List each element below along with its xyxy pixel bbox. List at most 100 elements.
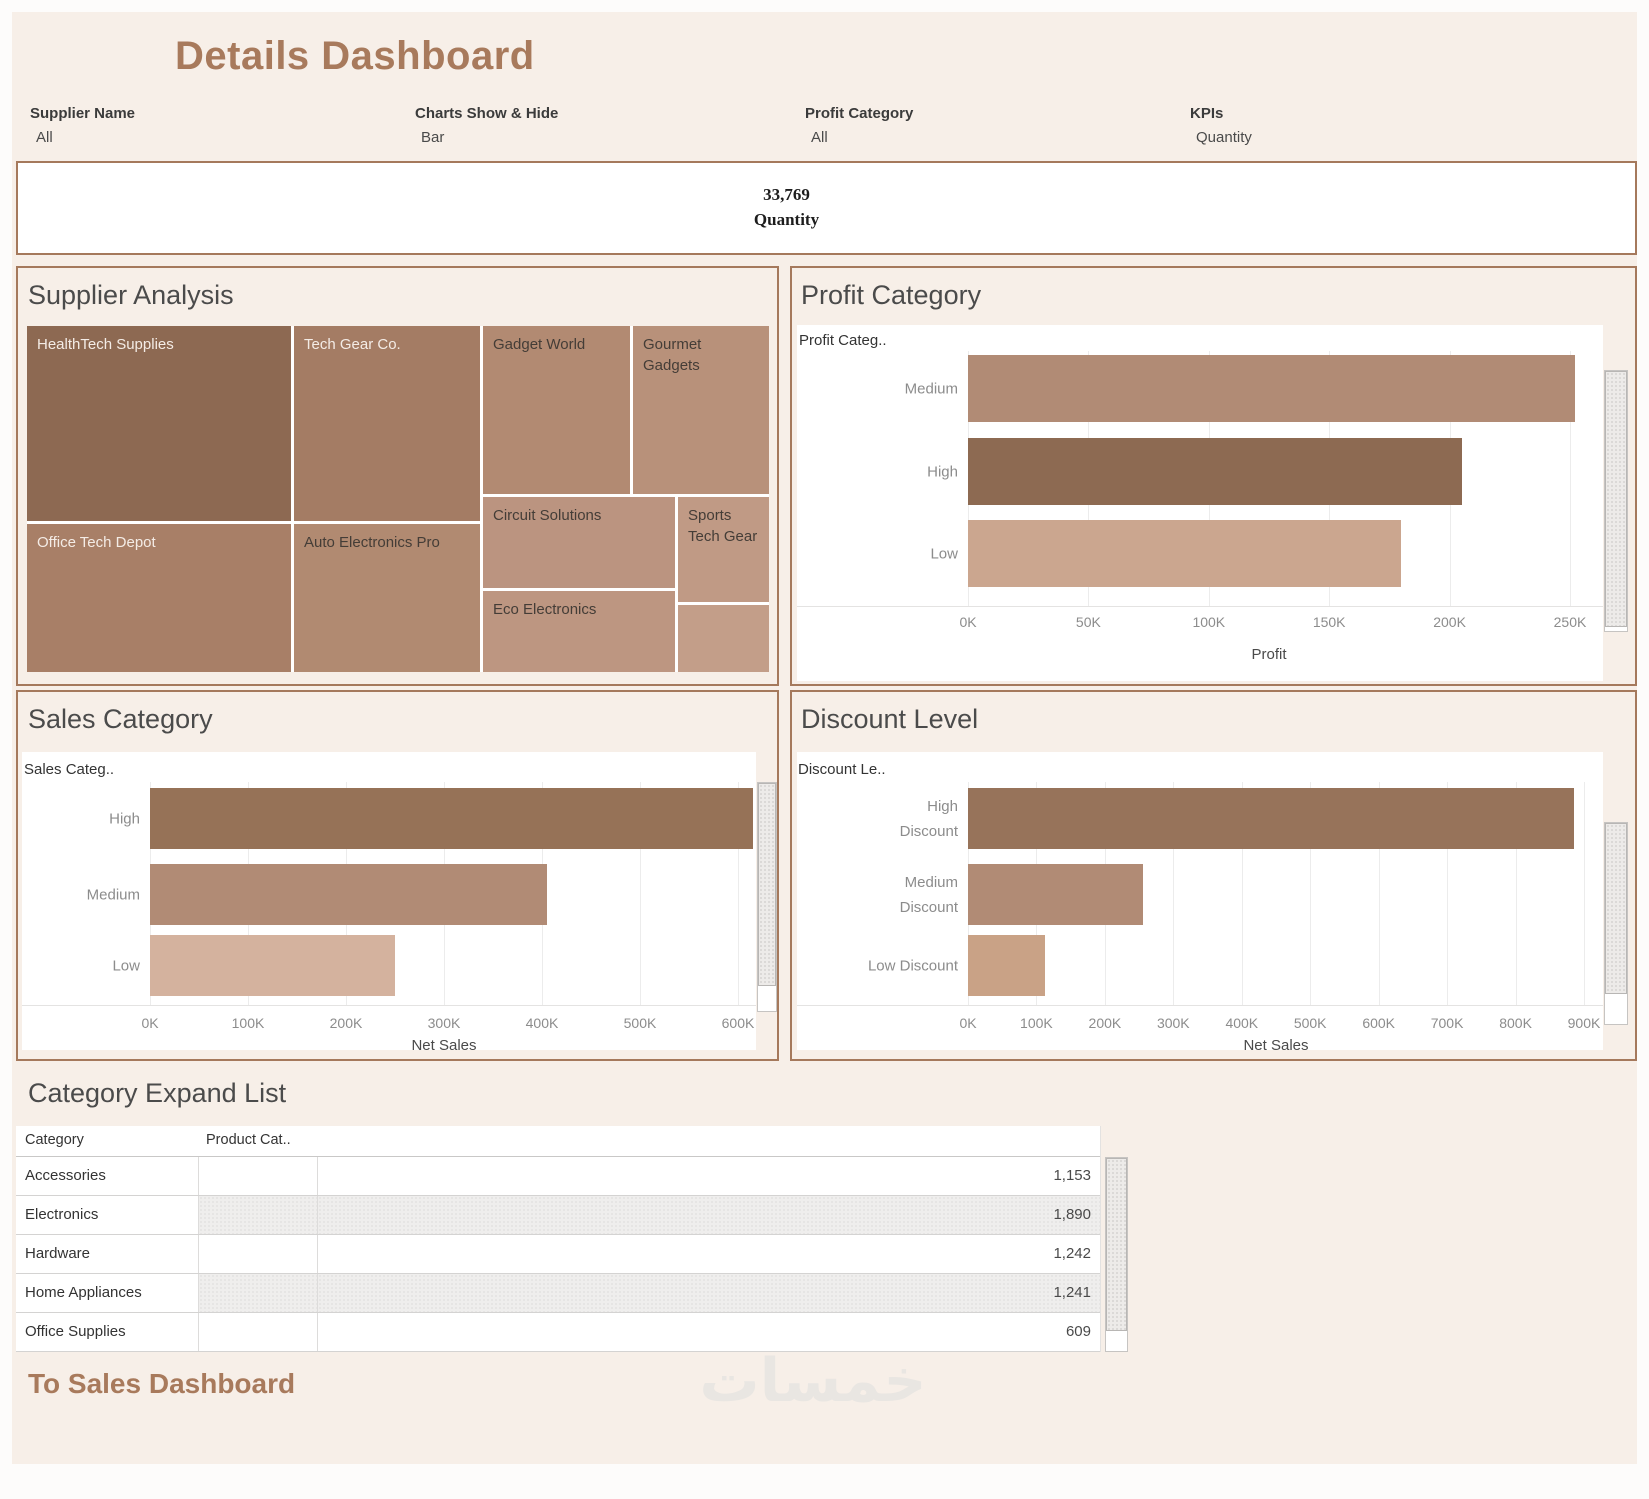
- filter-supplier-name[interactable]: Supplier Name All: [30, 105, 360, 146]
- table-cell-value: 609: [1065, 1323, 1091, 1340]
- category-column-header[interactable]: Category: [25, 1132, 84, 1148]
- treemap-tile-eco-electronics[interactable]: Eco Electronics: [483, 591, 675, 672]
- filter-profit-category[interactable]: Profit Category All: [805, 105, 1135, 146]
- gridline: [640, 782, 641, 1005]
- profit-chart-scrollbar-thumb[interactable]: [1605, 371, 1627, 627]
- table-scrollbar-thumb[interactable]: [1106, 1158, 1127, 1331]
- filter-kpis-value[interactable]: Quantity: [1196, 129, 1252, 146]
- discount-bar-low-discount[interactable]: [968, 935, 1045, 996]
- treemap-tile-label: Gourmet Gadgets: [643, 336, 702, 374]
- to-sales-dashboard-link[interactable]: To Sales Dashboard: [28, 1368, 296, 1399]
- filter-charts-show-hide[interactable]: Charts Show & Hide Bar: [415, 105, 745, 146]
- table-cell-category[interactable]: Hardware: [16, 1235, 199, 1273]
- product-category-column-header[interactable]: Product Cat..: [206, 1132, 291, 1148]
- khamsat-watermark: خمسات: [699, 1346, 927, 1416]
- table-cell-value: 1,153: [1053, 1167, 1091, 1184]
- table-cell-value: 1,242: [1053, 1245, 1091, 1262]
- gridline: [1173, 782, 1175, 1005]
- gridline: [1515, 782, 1517, 1005]
- discount-bar-medium-discount[interactable]: [968, 864, 1143, 925]
- profit-x-tick-150K: 150K: [1312, 614, 1346, 630]
- kpi-quantity-card: 33,769 Quantity: [16, 161, 1637, 255]
- profit-category-plot: Profit Categ.. 0K 50K 100K 150K 200K 250K Mediu…: [797, 325, 1603, 681]
- treemap-tile-gourmet-gadgets[interactable]: Gourmet Gadgets: [633, 326, 769, 494]
- profit-chart-scrollbar: [1604, 370, 1628, 632]
- treemap-tile-gadget-world[interactable]: Gadget World: [483, 326, 630, 494]
- profit-x-tick-250K: 250K: [1553, 614, 1587, 630]
- table-cell-category[interactable]: Office Supplies: [16, 1313, 199, 1351]
- treemap-tile-circuit-solutions[interactable]: Circuit Solutions: [483, 497, 675, 588]
- discount-x-tick-800K: 800K: [1499, 1015, 1532, 1031]
- sales-axis-title: Net Sales: [411, 1037, 477, 1054]
- treemap-tile-sports-tech-gear[interactable]: Sports Tech Gear: [678, 497, 769, 602]
- axis-line: [797, 606, 1603, 607]
- table-cell-product-category[interactable]: [199, 1313, 318, 1351]
- discount-x-tick-200K: 200K: [1088, 1015, 1122, 1031]
- treemap-tile-label: Circuit Solutions: [493, 507, 602, 524]
- sales-bar-high[interactable]: [150, 788, 753, 849]
- profit-y-label: Low: [930, 545, 958, 562]
- discount-y-label: Medium Discount: [899, 873, 958, 916]
- table-cell-product-category[interactable]: [199, 1235, 318, 1273]
- discount-x-tick-900K: 900K: [1567, 1015, 1601, 1031]
- sales-y-label: High: [109, 810, 140, 827]
- sales-category-title: Sales Category: [28, 704, 213, 734]
- discount-x-tick-100K: 100K: [1020, 1015, 1053, 1031]
- filter-kpis[interactable]: KPIs Quantity: [1190, 105, 1520, 146]
- sales-x-tick-200K: 200K: [329, 1015, 363, 1031]
- filter-profit-category-label: Profit Category: [805, 105, 914, 122]
- treemap-tile-unlabeled[interactable]: [678, 605, 769, 672]
- profit-y-label: High: [927, 463, 958, 480]
- sales-y-label: Low: [112, 957, 140, 974]
- kpi-value: 33,769: [763, 185, 810, 205]
- treemap-tile-auto-electronics-pro[interactable]: Auto Electronics Pro: [294, 524, 480, 672]
- table-cell-product-category[interactable]: [199, 1274, 318, 1312]
- profit-bar-low[interactable]: [968, 520, 1402, 587]
- discount-y-label: Low Discount: [867, 957, 958, 974]
- table-cell-category[interactable]: Home Appliances: [16, 1274, 199, 1312]
- discount-chart-scrollbar: [1604, 822, 1628, 1025]
- gridline: [1310, 782, 1312, 1005]
- table-row-accessories: Accessories 1,153: [16, 1157, 1100, 1196]
- profit-bar-high[interactable]: [968, 438, 1462, 505]
- treemap-tile-healthtech-supplies[interactable]: HealthTech Supplies: [27, 326, 291, 521]
- sales-chart-scrollbar-thumb[interactable]: [758, 783, 776, 986]
- gridline: [1241, 782, 1243, 1005]
- table-cell-product-category[interactable]: [199, 1157, 318, 1195]
- filter-supplier-name-label: Supplier Name: [30, 105, 136, 122]
- sales-x-tick-500K: 500K: [623, 1015, 657, 1031]
- table-cell-value: 1,241: [318, 1274, 1100, 1312]
- discount-column-header: Discount Le..: [798, 761, 886, 778]
- filter-supplier-name-value[interactable]: All: [36, 129, 53, 146]
- profit-x-tick-200K: 200K: [1433, 614, 1466, 630]
- filter-charts-show-hide-value[interactable]: Bar: [421, 129, 445, 146]
- sales-bar-low[interactable]: [150, 935, 395, 996]
- table-cell-category[interactable]: Electronics: [16, 1196, 199, 1234]
- table-cell-product-category[interactable]: [199, 1196, 318, 1234]
- table-row-office-supplies: Office Supplies 609: [16, 1313, 1100, 1352]
- treemap-tile-tech-gear-co[interactable]: Tech Gear Co.: [294, 326, 480, 521]
- discount-chart-scrollbar-thumb[interactable]: [1605, 823, 1627, 994]
- filter-profit-category-value[interactable]: All: [811, 129, 828, 146]
- profit-x-tick-100K: 100K: [1192, 614, 1226, 630]
- profit-bar-medium[interactable]: [968, 355, 1575, 422]
- gridline: [1378, 782, 1380, 1005]
- discount-x-tick-700K: 700K: [1430, 1015, 1464, 1031]
- sales-x-tick-100K: 100K: [231, 1015, 265, 1031]
- sales-y-label: Medium: [86, 886, 140, 903]
- sales-x-tick-0K: 0K: [141, 1015, 159, 1031]
- table-scrollbar: [1105, 1157, 1128, 1352]
- discount-y-label: High Discount: [899, 797, 958, 840]
- gridline: [1570, 351, 1571, 606]
- table-row-home-appliances: Home Appliances 1,241: [16, 1274, 1100, 1313]
- discount-bar-high-discount[interactable]: [968, 788, 1574, 849]
- profit-y-label: Medium: [904, 380, 958, 397]
- supplier-treemap: HealthTech Supplies Office Tech Depot Tech…: [27, 326, 769, 672]
- sales-column-header: Sales Categ..: [24, 761, 115, 778]
- discount-x-tick-400K: 400K: [1225, 1015, 1259, 1031]
- table-cell-category[interactable]: Accessories: [16, 1157, 199, 1195]
- table-cell-value: 1,890: [318, 1196, 1100, 1234]
- treemap-tile-office-tech-depot[interactable]: Office Tech Depot: [27, 524, 291, 672]
- sales-bar-medium[interactable]: [150, 864, 547, 925]
